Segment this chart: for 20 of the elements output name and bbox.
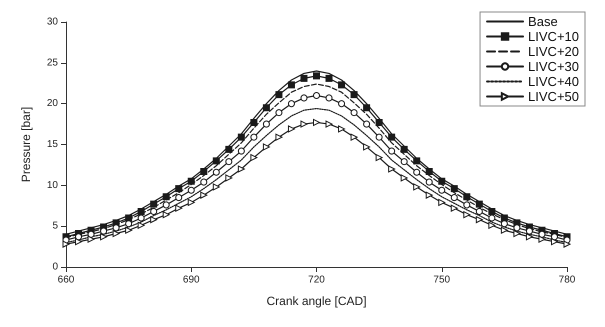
legend-label: LIVC+20 (528, 44, 579, 59)
y-axis-title: Pressure [bar] (19, 106, 33, 182)
legend-label: Base (528, 14, 558, 29)
legend-label: LIVC+40 (528, 74, 579, 89)
y-tick-label: 15 (46, 139, 58, 150)
legend-label: LIVC+30 (528, 59, 579, 74)
y-tick-label: 5 (52, 220, 58, 232)
y-tick-label: 20 (46, 98, 58, 110)
x-tick-label: 690 (182, 274, 200, 286)
y-tick-label: 30 (46, 16, 58, 28)
legend-label: LIVC+50 (528, 89, 579, 104)
x-tick-label: 720 (308, 274, 326, 286)
x-axis-title: Crank angle [CAD] (266, 294, 367, 308)
y-tick-label: 10 (46, 180, 58, 191)
x-tick-label: 780 (558, 274, 576, 286)
y-tick-label: 0 (52, 262, 58, 272)
legend-label: LIVC+10 (528, 29, 579, 44)
x-tick-label: 660 (58, 274, 75, 286)
y-tick-label: 25 (46, 57, 58, 68)
x-tick-label: 750 (433, 274, 451, 286)
